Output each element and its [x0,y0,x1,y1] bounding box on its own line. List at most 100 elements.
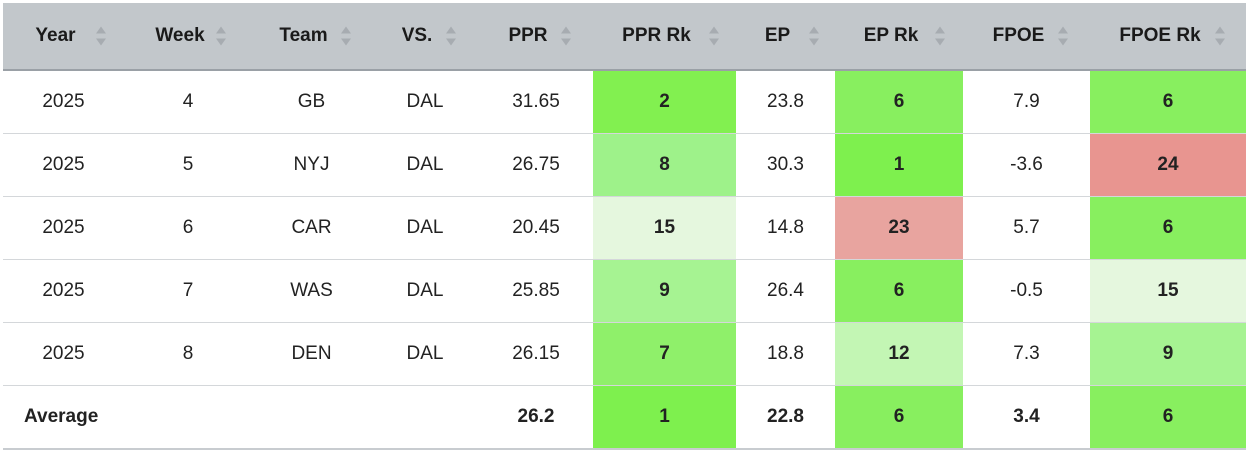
cell-year: 2025 [42,91,85,112]
cell-ppr-rk: 8 [593,133,736,197]
sort-asc-icon [341,26,351,34]
sort-icon[interactable] [809,26,819,46]
cell-ppr: 20.45 [479,196,593,260]
cell-fpoe-rk: 15 [1090,259,1246,323]
cell-ep: 23.8 [767,91,804,112]
sort-desc-icon [561,38,571,46]
sort-icon[interactable] [935,26,945,46]
cell-ppr: 25.85 [479,259,593,323]
cell-fpoe-rk: 6 [1090,70,1246,134]
col-header-fpoe[interactable]: FPOE [963,3,1090,71]
cell-ppr: 26.15 [479,322,593,386]
stats-table: Year Week Team VS. PPR PPR Rk EP EP Rk F… [3,3,1246,450]
cell-fpoe: 7.3 [963,322,1090,386]
header-row: Year Week Team VS. PPR PPR Rk EP EP Rk F… [3,3,1246,71]
col-header-label: VS. [401,25,433,46]
cell-fpoe-rk: 9 [1090,322,1246,386]
cell-vs: DAL [406,91,444,112]
sort-icon[interactable] [1215,26,1225,46]
average-row: Average 26.2 1 22.8 6 3.4 6 [3,385,1246,449]
table-row: 2025 8 DEN DAL 26.15 7 18.8 12 7.3 9 [3,322,1246,386]
sort-icon[interactable] [341,26,351,46]
sort-icon[interactable] [1058,26,1068,46]
sort-desc-icon [216,38,226,46]
average-label: Average [3,385,479,449]
cell-vs: DAL [371,133,479,197]
cell-ep: 30.3 [736,133,835,197]
cell-team: WAS [252,259,371,323]
sort-asc-icon [935,26,945,34]
cell-week: 5 [124,133,252,197]
sort-asc-icon [709,26,719,34]
avg-ep: 22.8 [736,385,835,449]
sort-icon[interactable] [216,26,226,46]
sort-icon[interactable] [561,26,571,46]
col-header-label: FPOE Rk [1119,25,1201,46]
col-header-week[interactable]: Week [124,3,252,71]
col-header-ep[interactable]: EP [736,3,835,71]
col-header-label: PPR Rk [622,25,691,46]
sort-desc-icon [446,38,456,46]
sort-desc-icon [709,38,719,46]
cell-ep-rk: 6 [835,259,963,323]
col-header-team[interactable]: Team [252,3,371,71]
sort-asc-icon [96,26,106,34]
cell-year: 2025 [3,196,124,260]
cell-team: DEN [252,322,371,386]
cell-fpoe: 5.7 [963,196,1090,260]
cell-ep: 18.8 [736,322,835,386]
col-header-ep-rk[interactable]: EP Rk [835,3,963,71]
avg-fpoe-rk: 6 [1090,385,1246,449]
cell-ep-rk: 6 [835,70,963,134]
avg-ep-rk: 6 [835,385,963,449]
col-header-fpoe-rk[interactable]: FPOE Rk [1090,3,1246,71]
cell-vs: DAL [371,259,479,323]
col-header-ppr-rk[interactable]: PPR Rk [593,3,736,71]
avg-fpoe: 3.4 [963,385,1090,449]
table-row: 2025 6 CAR DAL 20.45 15 14.8 23 5.7 6 [3,196,1246,260]
cell-ep-rk: 23 [835,196,963,260]
cell-ppr-rk: 15 [593,196,736,260]
table-row: 2025 4 GB DAL 31.65 2 23.8 6 7.9 6 [3,70,1246,134]
col-header-label: FPOE [992,25,1045,46]
cell-vs: DAL [371,322,479,386]
sort-icon[interactable] [96,26,106,46]
cell-fpoe: -0.5 [963,259,1090,323]
sort-asc-icon [561,26,571,34]
cell-year: 2025 [3,322,124,386]
cell-vs: DAL [371,196,479,260]
col-header-label: Year [35,25,76,46]
col-header-label: EP [764,25,791,46]
col-header-ppr[interactable]: PPR [479,3,593,71]
col-header-label: Week [155,25,205,46]
cell-ppr: 31.65 [512,91,560,112]
avg-ppr-rk: 1 [593,385,736,449]
cell-team: GB [297,91,326,112]
table-row: 2025 5 NYJ DAL 26.75 8 30.3 1 -3.6 24 [3,133,1246,197]
sort-icon[interactable] [446,26,456,46]
sort-asc-icon [216,26,226,34]
sort-icon[interactable] [709,26,719,46]
cell-ep-rk: 1 [835,133,963,197]
cell-year: 2025 [3,133,124,197]
cell-week: 8 [124,322,252,386]
sort-asc-icon [1215,26,1225,34]
cell-ppr-rk: 7 [593,322,736,386]
sort-desc-icon [96,38,106,46]
sort-desc-icon [341,38,351,46]
cell-week: 6 [124,196,252,260]
cell-fpoe-rk: 6 [1090,196,1246,260]
sort-desc-icon [935,38,945,46]
table-row: 2025 7 WAS DAL 25.85 9 26.4 6 -0.5 15 [3,259,1246,323]
cell-week: 7 [124,259,252,323]
cell-fpoe: -3.6 [963,133,1090,197]
sort-desc-icon [1215,38,1225,46]
cell-team: CAR [252,196,371,260]
cell-ppr-rk: 9 [593,259,736,323]
cell-fpoe: 7.9 [1013,91,1040,112]
cell-year: 2025 [3,259,124,323]
col-header-year[interactable]: Year [3,3,124,71]
sort-desc-icon [809,38,819,46]
col-header-vs[interactable]: VS. [371,3,479,71]
cell-ppr: 26.75 [479,133,593,197]
